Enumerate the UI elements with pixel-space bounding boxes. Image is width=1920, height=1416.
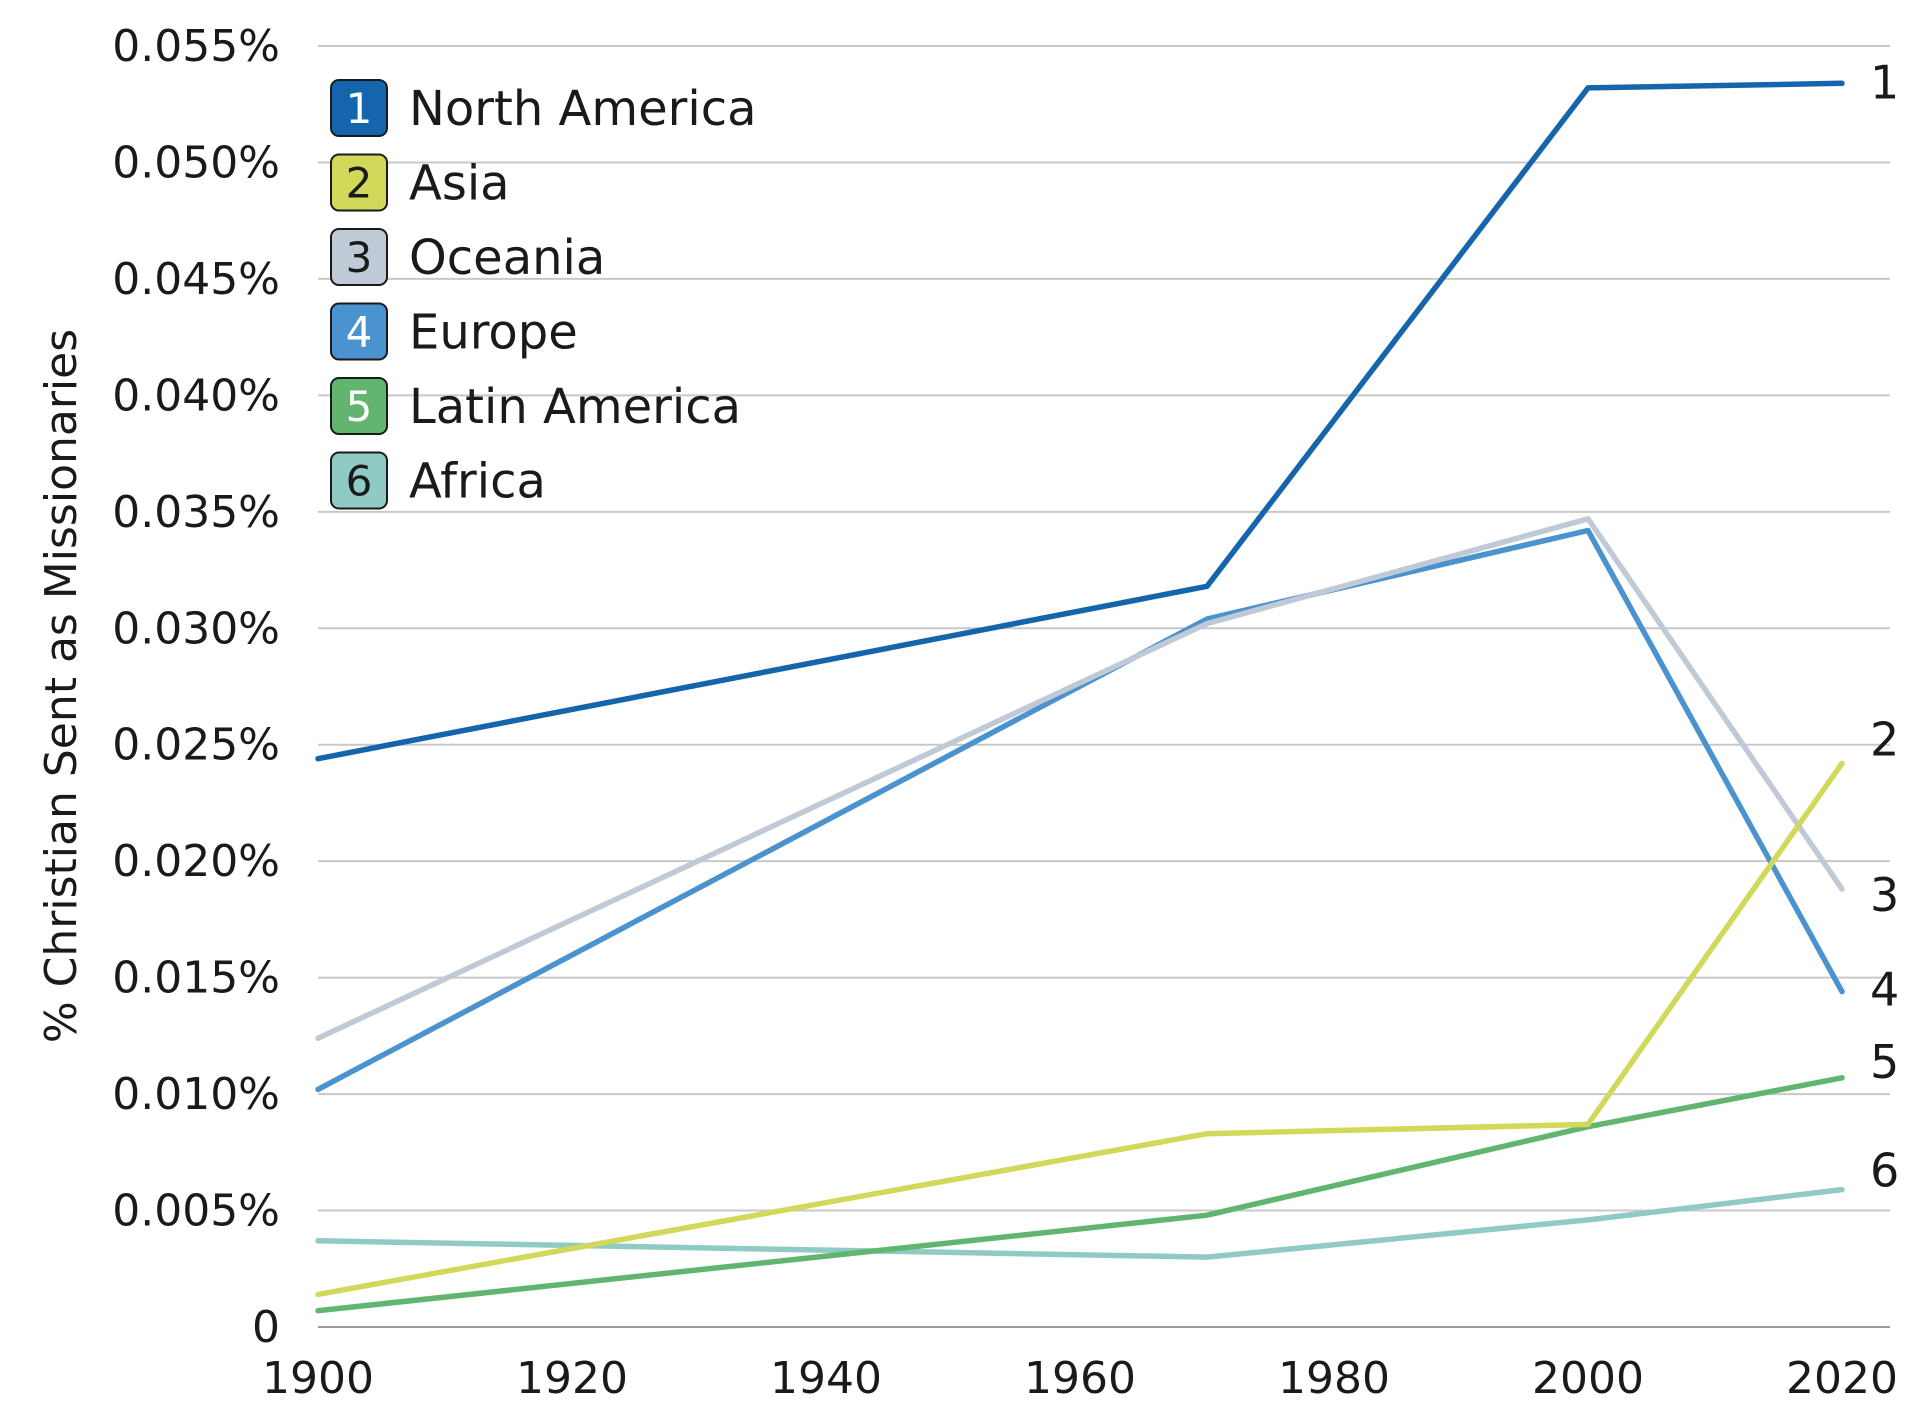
legend-item-asia: 2 Asia	[330, 153, 510, 212]
legend-item-latin-america: 5 Latin America	[330, 377, 741, 435]
legend: 1 North America 2 Asia 3 Oceania 4 Europe 5 Latin…	[330, 79, 757, 510]
y-axis-title: % Christian Sent as Missionaries	[36, 329, 87, 1043]
series-line-asia	[315, 760, 1845, 1298]
legend-label: Africa	[409, 454, 546, 510]
y-tick-label: 0.010%	[112, 1069, 280, 1120]
y-tick-label: 0.055%	[112, 21, 280, 72]
series-end-label-africa: 6	[1870, 1144, 1899, 1198]
series-line-latin-america	[315, 1075, 1845, 1314]
series-line-north-america	[315, 80, 1845, 762]
y-tick-label: 0.015%	[112, 953, 280, 1004]
series-lines	[315, 80, 1845, 1314]
y-tick-label: 0.020%	[112, 836, 280, 887]
legend-label: Europe	[409, 305, 578, 361]
legend-swatch	[330, 377, 388, 435]
series-end-labels: 1 2 3 4 5 6	[1870, 55, 1899, 1197]
y-tick-label: 0.045%	[112, 254, 280, 305]
series-line-africa	[315, 1186, 1845, 1260]
legend-item-europe: 4 Europe	[330, 302, 578, 361]
legend-label: Asia	[409, 156, 510, 212]
x-tick-label: 1900	[262, 1353, 374, 1404]
series-line-oceania	[315, 516, 1845, 1041]
legend-swatch	[330, 79, 388, 137]
legend-label: Latin America	[409, 379, 741, 435]
x-tick-label: 2020	[1786, 1353, 1898, 1404]
series-end-label-oceania: 3	[1870, 868, 1899, 922]
y-tick-label: 0.005%	[112, 1186, 280, 1237]
y-tick-label: 0.030%	[112, 603, 280, 654]
x-tick-label: 1960	[1024, 1353, 1136, 1404]
legend-item-oceania: 3 Oceania	[330, 228, 605, 286]
legend-swatch	[330, 228, 388, 286]
legend-number: 1	[346, 84, 373, 133]
legend-swatch	[330, 451, 388, 510]
y-tick-label: 0.035%	[112, 487, 280, 538]
x-tick-label: 2000	[1532, 1353, 1644, 1404]
legend-swatch	[330, 302, 388, 361]
x-tick-label: 1940	[770, 1353, 882, 1404]
y-tick-label: 0.025%	[112, 720, 280, 771]
y-axis: 0 0.005% 0.010% 0.015% 0.020% 0.025% 0.030% 0.0…	[112, 21, 280, 1353]
legend-number: 3	[346, 233, 373, 282]
series-line-europe	[315, 527, 1845, 1093]
series-end-label-latin-america: 5	[1870, 1035, 1899, 1089]
legend-label: North America	[409, 81, 757, 137]
x-tick-label: 1920	[516, 1353, 628, 1404]
series-end-label-europe: 4	[1870, 963, 1899, 1017]
y-tick-label: 0	[252, 1302, 280, 1353]
legend-item-africa: 6 Africa	[330, 451, 546, 510]
grid-lines	[318, 45, 1890, 1328]
legend-label: Oceania	[409, 230, 605, 286]
legend-item-north-america: 1 North America	[330, 79, 757, 137]
legend-number: 4	[346, 308, 373, 357]
series-end-label-asia: 2	[1870, 712, 1899, 766]
x-tick-label: 1980	[1278, 1353, 1390, 1404]
legend-number: 6	[346, 457, 373, 506]
legend-swatch	[330, 153, 388, 212]
y-tick-label: 0.050%	[112, 137, 280, 188]
x-axis: 1900 1920 1940 1960 1980 2000 2020	[262, 1353, 1898, 1404]
legend-number: 2	[346, 159, 373, 208]
series-end-label-north-america: 1	[1870, 55, 1899, 109]
y-tick-label: 0.040%	[112, 370, 280, 421]
legend-number: 5	[346, 382, 373, 431]
